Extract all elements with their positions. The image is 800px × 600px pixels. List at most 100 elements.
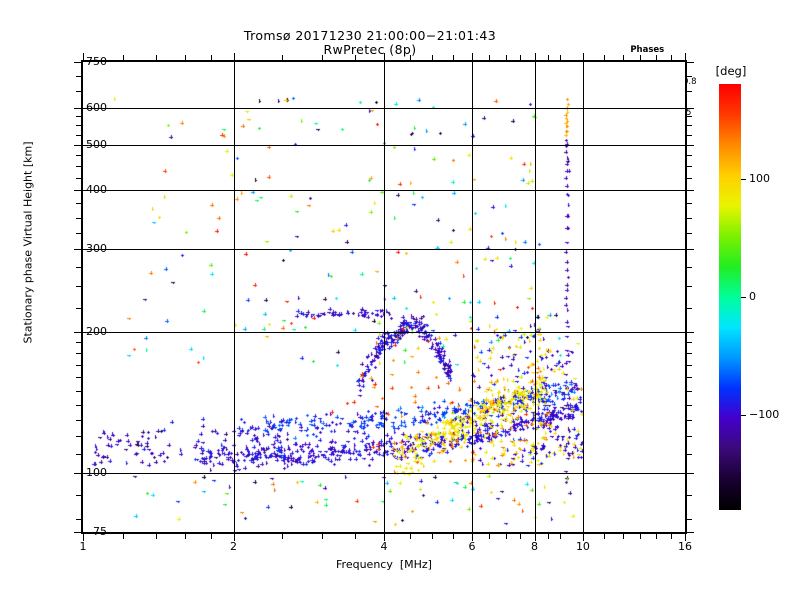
axis-tick-minor xyxy=(76,218,83,219)
axis-tick-major xyxy=(685,332,694,333)
gridline-horizontal xyxy=(83,108,685,109)
axis-tick-minor xyxy=(76,436,83,437)
axis-tick-major xyxy=(74,190,83,191)
y-axis-tick-label: 300 xyxy=(86,242,107,256)
x-axis-tick-label: 4 xyxy=(380,540,388,553)
axis-tick-minor xyxy=(432,532,433,539)
x-axis-title: Frequency [MHz] xyxy=(336,558,432,571)
axis-tick-minor xyxy=(453,55,454,62)
axis-tick-minor xyxy=(560,55,561,62)
axis-tick-minor xyxy=(671,55,672,62)
axis-tick-minor xyxy=(156,532,157,539)
axis-tick-minor xyxy=(604,532,605,539)
axis-tick-minor xyxy=(685,365,692,366)
axis-tick-minor xyxy=(623,55,624,62)
colorbar-tick xyxy=(741,415,746,416)
axis-tick-major xyxy=(74,249,83,250)
plot-area[interactable] xyxy=(74,53,694,541)
axis-tick-major xyxy=(685,53,686,62)
axis-tick-minor xyxy=(685,155,692,156)
axis-tick-minor xyxy=(123,532,124,539)
y-axis-tick-label: 100 xyxy=(86,466,107,480)
axis-tick-minor xyxy=(685,436,692,437)
x-axis-tick-label: 16 xyxy=(678,540,692,553)
gridline-vertical xyxy=(384,62,385,532)
gridline-horizontal xyxy=(83,145,685,146)
axis-tick-major xyxy=(74,473,83,474)
axis-tick-minor xyxy=(640,532,641,539)
axis-tick-minor xyxy=(355,532,356,539)
axis-tick-major xyxy=(74,145,83,146)
axis-tick-minor xyxy=(76,125,83,126)
axis-tick-minor xyxy=(76,495,83,496)
axis-tick-minor xyxy=(76,76,83,77)
x-axis-tick-label: 10 xyxy=(575,540,590,553)
axis-tick-major xyxy=(685,190,694,191)
axis-tick-minor xyxy=(520,55,521,62)
colorbar-gradient xyxy=(719,84,741,510)
axis-tick-major xyxy=(384,532,385,541)
page-subtitle: RwPretec (8p) xyxy=(323,42,417,57)
axis-tick-major xyxy=(234,532,235,541)
axis-tick-minor xyxy=(76,203,83,204)
axis-tick-minor xyxy=(685,218,692,219)
axis-tick-minor xyxy=(685,495,692,496)
axis-tick-major xyxy=(685,145,694,146)
axis-tick-minor xyxy=(685,125,692,126)
x-axis-tick-label: 2 xyxy=(230,540,237,553)
axis-tick-minor xyxy=(76,178,83,179)
axis-tick-minor xyxy=(685,116,692,117)
colorbar-tick xyxy=(741,297,746,298)
axis-tick-minor xyxy=(623,532,624,539)
axis-tick-minor xyxy=(656,532,657,539)
axis-tick-minor xyxy=(685,377,692,378)
axis-tick-minor xyxy=(548,532,549,539)
axis-tick-minor xyxy=(76,155,83,156)
axis-tick-major xyxy=(583,532,584,541)
axis-tick-minor xyxy=(76,519,83,520)
axis-tick-minor xyxy=(604,55,605,62)
axis-tick-minor xyxy=(410,55,411,62)
axis-tick-minor xyxy=(76,286,83,287)
gridline-horizontal xyxy=(83,332,685,333)
axis-tick-minor xyxy=(76,116,83,117)
axis-tick-minor xyxy=(76,166,83,167)
axis-tick-minor xyxy=(671,532,672,539)
axis-tick-minor xyxy=(76,377,83,378)
axis-tick-minor xyxy=(685,391,692,392)
axis-tick-minor xyxy=(656,55,657,62)
axis-tick-minor xyxy=(76,391,83,392)
axis-tick-major xyxy=(234,53,235,62)
gridline-vertical xyxy=(234,62,235,532)
axis-tick-minor xyxy=(432,55,433,62)
axis-tick-major xyxy=(83,53,84,62)
axis-tick-major xyxy=(535,53,536,62)
axis-tick-minor xyxy=(76,267,83,268)
axis-tick-minor xyxy=(685,267,692,268)
colorbar[interactable]: 100 0 −100 xyxy=(719,84,779,510)
gridline-horizontal xyxy=(83,190,685,191)
colorbar-unit-label: [deg] xyxy=(715,64,747,78)
axis-tick-minor xyxy=(560,532,561,539)
axis-tick-minor xyxy=(548,55,549,62)
axis-tick-minor xyxy=(76,135,83,136)
axis-tick-minor xyxy=(211,55,212,62)
axis-tick-major xyxy=(583,53,584,62)
axis-tick-minor xyxy=(453,532,454,539)
axis-tick-minor xyxy=(76,233,83,234)
axis-tick-minor xyxy=(76,342,83,343)
axis-tick-minor xyxy=(506,532,507,539)
axis-tick-minor xyxy=(685,420,692,421)
axis-tick-minor xyxy=(282,532,283,539)
axis-tick-minor xyxy=(76,365,83,366)
y-axis-tick-label: 400 xyxy=(86,183,107,197)
axis-tick-major xyxy=(74,62,83,63)
axis-tick-minor xyxy=(685,454,692,455)
axis-tick-minor xyxy=(410,532,411,539)
axis-tick-minor xyxy=(685,91,692,92)
gridline-vertical xyxy=(535,62,536,532)
axis-tick-major xyxy=(472,532,473,541)
colorbar-tick-label: −100 xyxy=(749,408,780,421)
axis-tick-minor xyxy=(322,532,323,539)
